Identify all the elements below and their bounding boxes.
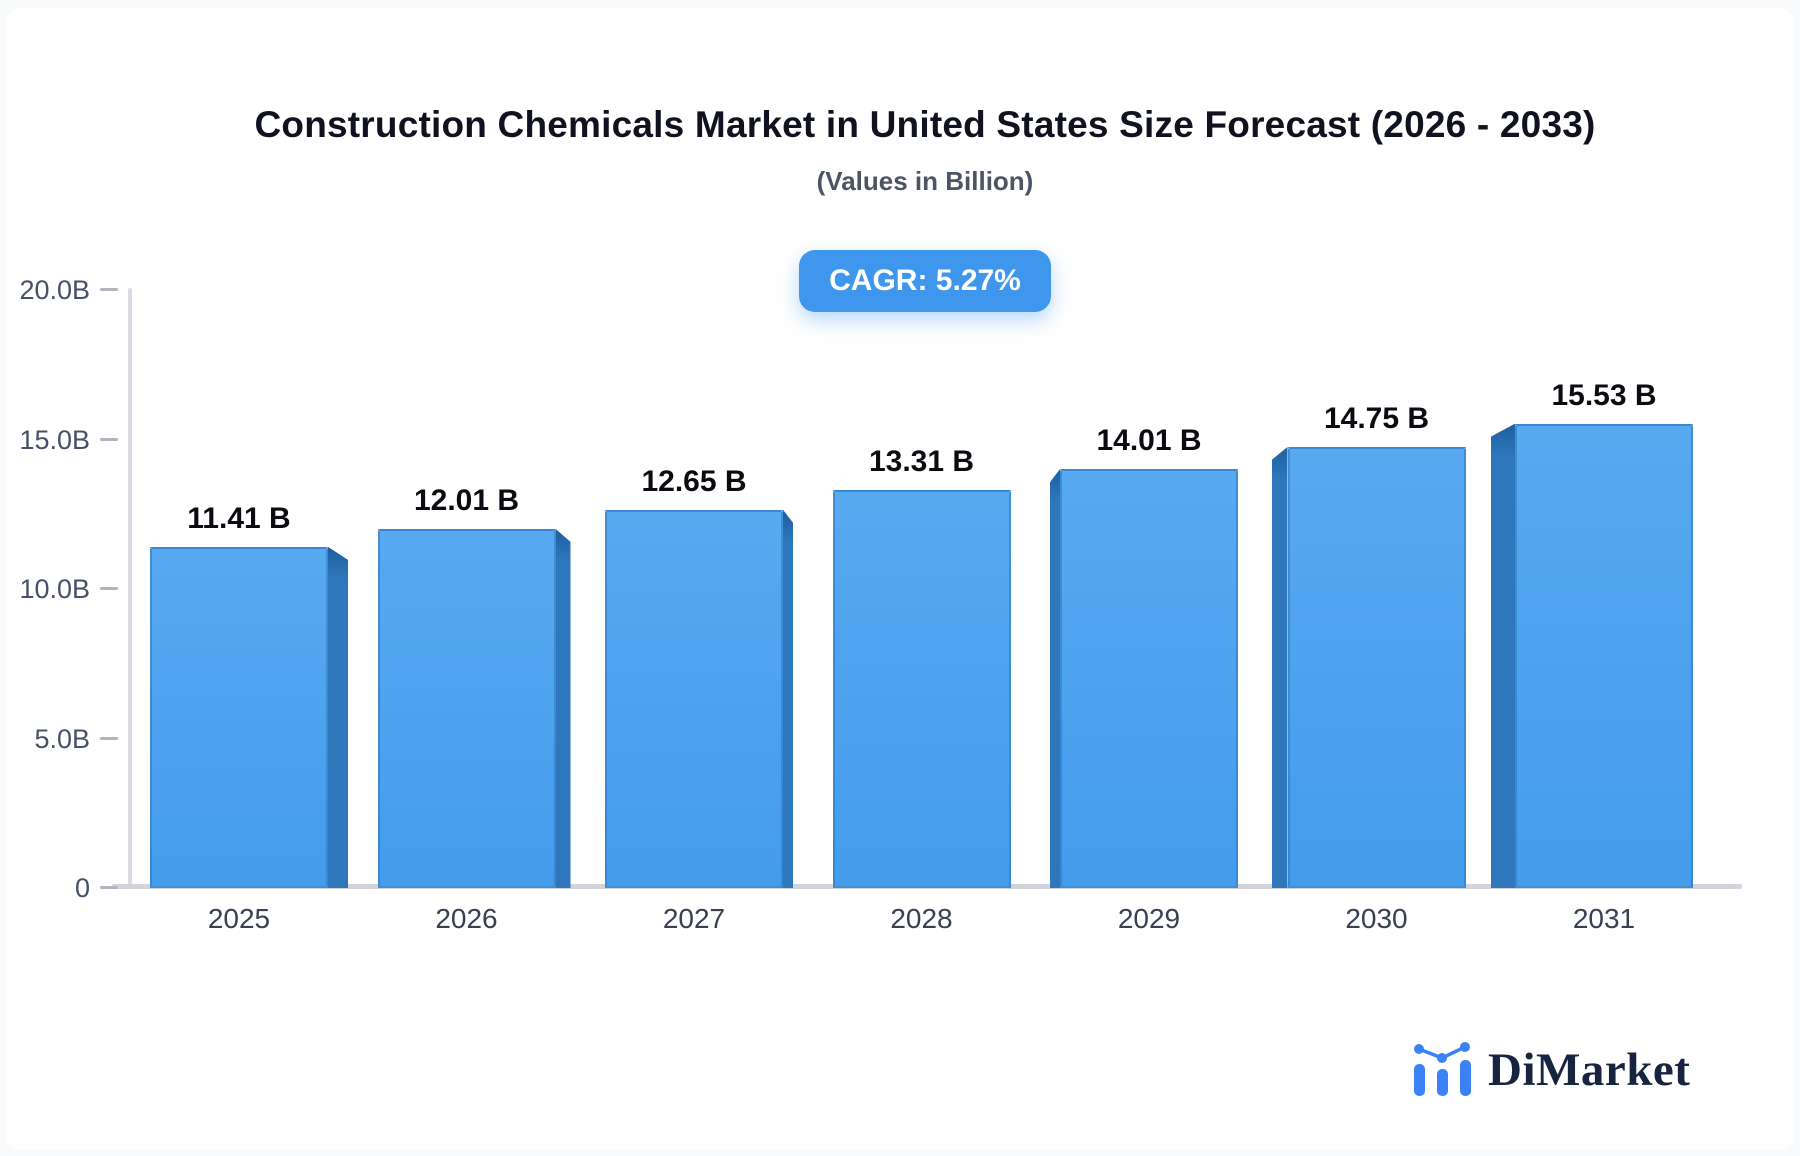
bar-3d-side <box>1271 446 1288 888</box>
cagr-badge: CAGR: 5.27% <box>799 250 1051 312</box>
bar-value-label: 12.65 B <box>641 464 747 498</box>
x-axis-category-label: 2031 <box>1572 903 1636 934</box>
chart-subtitle: (Values in Billion) <box>816 166 1034 196</box>
bar <box>1287 446 1466 888</box>
y-axis-tick-mark <box>100 437 118 441</box>
bar-value-label: 15.53 B <box>1551 378 1657 412</box>
x-axis-category-label: 2028 <box>890 903 953 934</box>
y-axis-tick-mark <box>100 288 118 291</box>
dimarket-logo: DiMarket <box>1412 1042 1690 1098</box>
y-axis-tick-label: 5.0B <box>34 723 90 754</box>
x-axis-category-label: 2029 <box>1117 903 1181 934</box>
bar-3d-side <box>328 546 348 888</box>
bar <box>1515 423 1693 888</box>
bar-3d-side <box>1491 423 1515 888</box>
y-axis-tick-label: 20.0B <box>19 275 90 305</box>
x-axis-category-label: 2026 <box>435 903 498 934</box>
bar <box>605 509 783 888</box>
bar <box>150 546 328 888</box>
bar-value-label: 12.01 B <box>413 483 520 517</box>
y-axis-tick-mark <box>100 886 118 889</box>
y-axis-tick-label: 0 <box>74 873 90 903</box>
bar-3d-side <box>783 509 793 888</box>
bar-3d-side <box>555 528 571 888</box>
bar-value-label: 11.41 B <box>187 501 291 535</box>
x-axis-category-label: 2027 <box>662 903 726 934</box>
y-axis-tick-mark <box>100 587 118 590</box>
chart-title: Construction Chemicals Market in United … <box>254 104 1596 145</box>
y-axis-tick-label: 10.0B <box>19 574 90 604</box>
bar-3d-side <box>1050 469 1060 888</box>
bar-chart-logo-icon <box>1414 1042 1471 1096</box>
bar <box>377 528 556 888</box>
bar <box>832 490 1011 888</box>
y-axis-tick-mark <box>100 736 118 740</box>
bar-value-label: 14.75 B <box>1323 401 1430 435</box>
bar-value-label: 13.31 B <box>868 445 975 479</box>
bar <box>1060 469 1238 888</box>
y-axis-tick-label: 15.0B <box>19 424 90 455</box>
x-axis-category-label: 2025 <box>207 903 271 934</box>
x-axis-category-label: 2030 <box>1345 903 1408 934</box>
logo-text: DiMarket <box>1488 1044 1691 1096</box>
y-axis-line <box>128 288 132 888</box>
bar-value-label: 14.01 B <box>1096 424 1202 458</box>
cagr-badge-row: CAGR: 5.27% <box>130 250 1720 312</box>
